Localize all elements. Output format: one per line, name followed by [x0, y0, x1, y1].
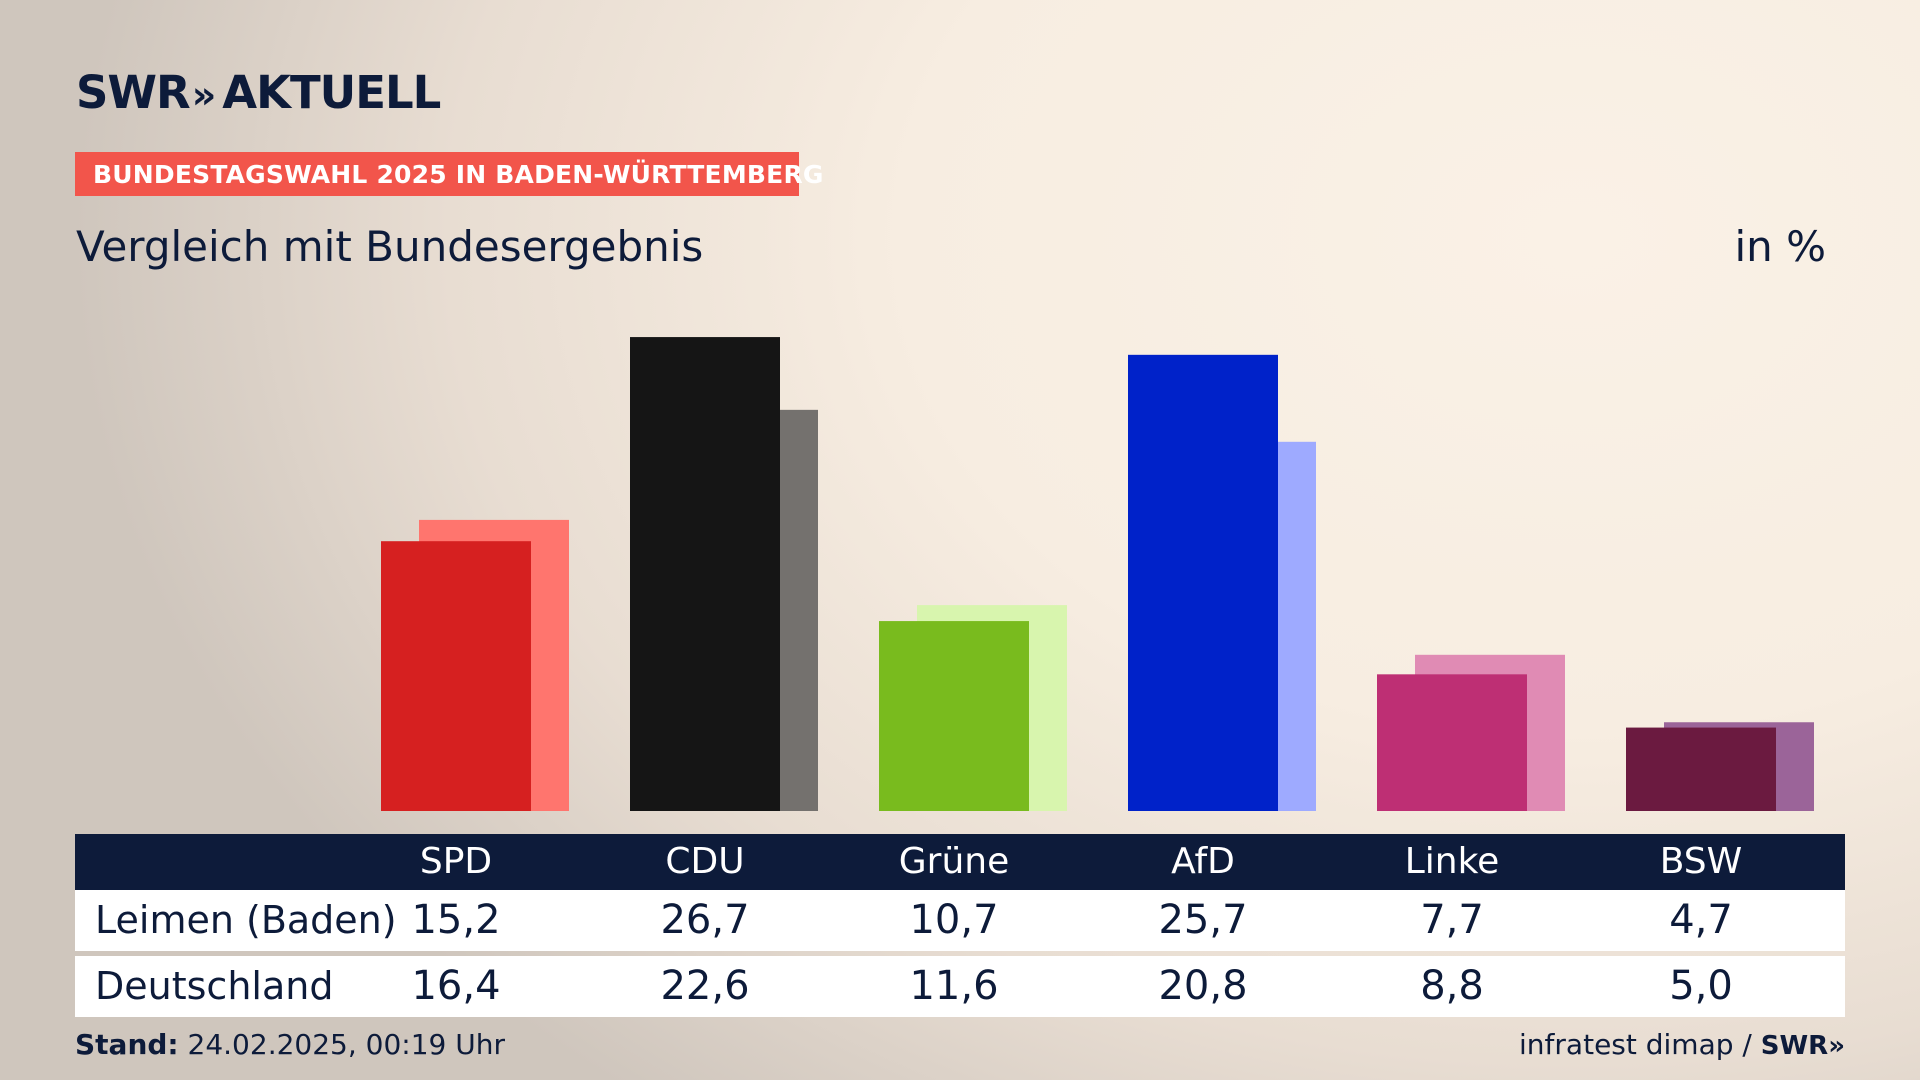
- unit-label: in %: [1734, 222, 1826, 271]
- bar-local-cdu: [630, 337, 780, 811]
- source-credit: infratest dimap / SWR»: [1519, 1028, 1845, 1061]
- table-row-local: Leimen (Baden) 15,2 26,7 10,7 25,7 7,7 4,7: [75, 890, 1845, 951]
- header-cell-bsw: BSW: [1659, 841, 1743, 882]
- bar-local-bsw: [1626, 727, 1776, 811]
- bar-local-gr-ne: [879, 621, 1029, 811]
- timestamp: Stand: 24.02.2025, 00:19 Uhr: [75, 1028, 505, 1061]
- chart-subtitle: Vergleich mit Bundesergebnis: [76, 222, 704, 271]
- value-cell-bsw: 5,0: [1669, 963, 1733, 1009]
- bar-local-linke: [1377, 674, 1527, 811]
- header-cell-afd: AfD: [1171, 841, 1235, 882]
- bar-local-spd: [381, 541, 531, 811]
- value-cell-cdu: 22,6: [660, 963, 750, 1009]
- bar-local-afd: [1128, 354, 1278, 811]
- value-cell-cdu: 26,7: [660, 897, 750, 943]
- value-cell-linke: 7,7: [1420, 897, 1484, 943]
- value-cell-gr-ne: 10,7: [909, 897, 999, 943]
- row-label-local: Leimen (Baden): [95, 898, 397, 942]
- value-cell-linke: 8,8: [1420, 963, 1484, 1009]
- header-cell-linke: Linke: [1404, 841, 1500, 882]
- value-cell-spd: 15,2: [411, 897, 501, 943]
- value-cell-bsw: 4,7: [1669, 897, 1733, 943]
- value-cell-spd: 16,4: [411, 963, 501, 1009]
- swr-aktuell-logo: SWR» AKTUELL: [76, 66, 441, 119]
- value-cell-afd: 25,7: [1158, 897, 1248, 943]
- table-header: SPD CDU Grüne AfD Linke BSW: [75, 834, 1845, 890]
- value-cell-gr-ne: 11,6: [909, 963, 999, 1009]
- header-cell-spd: SPD: [419, 841, 493, 882]
- row-label-national: Deutschland: [95, 964, 334, 1008]
- header-cell-gr-ne: Grüne: [898, 841, 1010, 882]
- table-row-national: Deutschland 16,4 22,6 11,6 20,8 8,8 5,0: [75, 956, 1845, 1017]
- results-table: SPD CDU Grüne AfD Linke BSW Leimen (Baden) 15…: [75, 834, 1845, 1017]
- value-cell-afd: 20,8: [1158, 963, 1248, 1009]
- swr-brand-icon: SWR»: [1760, 1031, 1845, 1061]
- election-banner: BUNDESTAGSWAHL 2025 IN BADEN-WÜRTTEMBERG: [75, 152, 823, 196]
- header-cell-cdu: CDU: [665, 841, 745, 882]
